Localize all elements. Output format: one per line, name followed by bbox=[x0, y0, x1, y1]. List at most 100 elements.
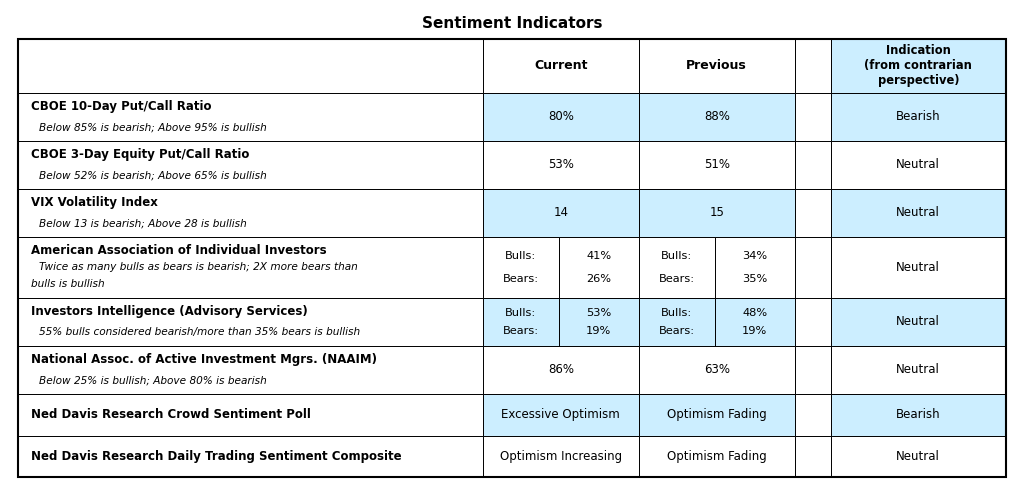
Text: 51%: 51% bbox=[703, 158, 730, 171]
Bar bbox=[639, 394, 795, 436]
Text: Bulls:: Bulls: bbox=[662, 251, 692, 261]
Text: American Association of Individual Investors: American Association of Individual Inves… bbox=[31, 244, 327, 257]
Text: 34%: 34% bbox=[742, 251, 767, 261]
Text: 80%: 80% bbox=[548, 110, 573, 123]
Text: Below 13 is bearish; Above 28 is bullish: Below 13 is bearish; Above 28 is bullish bbox=[39, 218, 247, 228]
Bar bbox=[831, 436, 1006, 477]
Text: 53%: 53% bbox=[586, 308, 611, 318]
Bar bbox=[639, 298, 715, 346]
Bar bbox=[483, 189, 639, 237]
Bar bbox=[18, 436, 483, 477]
Bar bbox=[18, 93, 483, 141]
Text: 86%: 86% bbox=[548, 363, 573, 376]
Bar bbox=[831, 394, 1006, 436]
Text: Bearish: Bearish bbox=[896, 110, 941, 123]
Bar bbox=[715, 298, 795, 346]
Text: National Assoc. of Active Investment Mgrs. (NAAIM): National Assoc. of Active Investment Mgr… bbox=[31, 353, 377, 366]
Bar bbox=[831, 93, 1006, 141]
Bar bbox=[831, 189, 1006, 237]
Bar bbox=[795, 436, 831, 477]
Bar bbox=[715, 237, 795, 298]
Text: Ned Davis Research Daily Trading Sentiment Composite: Ned Davis Research Daily Trading Sentime… bbox=[31, 450, 401, 463]
Text: VIX Volatility Index: VIX Volatility Index bbox=[31, 196, 158, 209]
Text: Below 52% is bearish; Above 65% is bullish: Below 52% is bearish; Above 65% is bulli… bbox=[39, 170, 266, 180]
Bar bbox=[639, 346, 795, 394]
Bar bbox=[831, 141, 1006, 189]
Text: Optimism Increasing: Optimism Increasing bbox=[500, 450, 622, 463]
Text: Previous: Previous bbox=[686, 59, 748, 73]
Text: 48%: 48% bbox=[742, 308, 767, 318]
Text: Neutral: Neutral bbox=[896, 450, 940, 463]
Text: Bears:: Bears: bbox=[503, 326, 539, 336]
Bar bbox=[831, 298, 1006, 346]
Bar bbox=[639, 93, 795, 141]
Text: Optimism Fading: Optimism Fading bbox=[667, 408, 767, 421]
Text: 19%: 19% bbox=[586, 326, 611, 336]
Text: Neutral: Neutral bbox=[896, 315, 940, 328]
Text: Bulls:: Bulls: bbox=[662, 308, 692, 318]
Bar bbox=[639, 141, 795, 189]
Text: 26%: 26% bbox=[587, 274, 611, 284]
Text: 88%: 88% bbox=[703, 110, 730, 123]
Text: Below 85% is bearish; Above 95% is bullish: Below 85% is bearish; Above 95% is bulli… bbox=[39, 122, 266, 132]
Bar bbox=[795, 237, 831, 298]
Bar bbox=[795, 346, 831, 394]
Text: 14: 14 bbox=[553, 206, 568, 219]
Text: Neutral: Neutral bbox=[896, 261, 940, 274]
Text: Below 25% is bullish; Above 80% is bearish: Below 25% is bullish; Above 80% is beari… bbox=[39, 376, 266, 385]
Bar bbox=[831, 237, 1006, 298]
Bar bbox=[483, 39, 639, 93]
Text: CBOE 3-Day Equity Put/Call Ratio: CBOE 3-Day Equity Put/Call Ratio bbox=[31, 148, 249, 161]
Bar bbox=[18, 39, 1006, 477]
Text: 53%: 53% bbox=[548, 158, 573, 171]
Bar bbox=[831, 39, 1006, 93]
Bar bbox=[795, 394, 831, 436]
Bar bbox=[18, 394, 483, 436]
Bar bbox=[483, 237, 559, 298]
Text: Neutral: Neutral bbox=[896, 363, 940, 376]
Bar bbox=[483, 436, 639, 477]
Text: Bulls:: Bulls: bbox=[505, 308, 537, 318]
Bar bbox=[18, 189, 483, 237]
Text: 63%: 63% bbox=[703, 363, 730, 376]
Bar bbox=[559, 298, 639, 346]
Text: Neutral: Neutral bbox=[896, 158, 940, 171]
Bar bbox=[795, 189, 831, 237]
Bar bbox=[483, 346, 639, 394]
Text: Indication
(from contrarian
perspective): Indication (from contrarian perspective) bbox=[864, 45, 972, 87]
Bar bbox=[18, 298, 483, 346]
Bar bbox=[483, 93, 639, 141]
Bar bbox=[483, 394, 639, 436]
Bar bbox=[639, 39, 795, 93]
Text: 55% bulls considered bearish/more than 35% bears is bullish: 55% bulls considered bearish/more than 3… bbox=[39, 327, 360, 337]
Text: Neutral: Neutral bbox=[896, 206, 940, 219]
Text: Current: Current bbox=[535, 59, 588, 73]
Text: 15: 15 bbox=[710, 206, 724, 219]
Text: Sentiment Indicators: Sentiment Indicators bbox=[422, 16, 602, 31]
Bar bbox=[18, 39, 483, 93]
Bar bbox=[831, 346, 1006, 394]
Text: Twice as many bulls as bears is bearish; 2X more bears than: Twice as many bulls as bears is bearish;… bbox=[39, 262, 357, 273]
Bar bbox=[483, 141, 639, 189]
Bar bbox=[639, 237, 715, 298]
Text: Bears:: Bears: bbox=[658, 274, 694, 284]
Bar bbox=[18, 346, 483, 394]
Bar bbox=[639, 436, 795, 477]
Text: Bears:: Bears: bbox=[658, 326, 694, 336]
Text: 19%: 19% bbox=[742, 326, 767, 336]
Text: CBOE 10-Day Put/Call Ratio: CBOE 10-Day Put/Call Ratio bbox=[31, 100, 211, 112]
Bar bbox=[795, 93, 831, 141]
Text: 41%: 41% bbox=[586, 251, 611, 261]
Text: Excessive Optimism: Excessive Optimism bbox=[502, 408, 621, 421]
Text: 35%: 35% bbox=[742, 274, 767, 284]
Text: Bearish: Bearish bbox=[896, 408, 941, 421]
Text: Bears:: Bears: bbox=[503, 274, 539, 284]
Bar bbox=[18, 141, 483, 189]
Text: Optimism Fading: Optimism Fading bbox=[667, 450, 767, 463]
Text: Bulls:: Bulls: bbox=[505, 251, 537, 261]
Bar bbox=[18, 237, 483, 298]
Bar bbox=[559, 237, 639, 298]
Text: Investors Intelligence (Advisory Services): Investors Intelligence (Advisory Service… bbox=[31, 305, 307, 318]
Bar bbox=[795, 141, 831, 189]
Text: Ned Davis Research Crowd Sentiment Poll: Ned Davis Research Crowd Sentiment Poll bbox=[31, 408, 310, 421]
